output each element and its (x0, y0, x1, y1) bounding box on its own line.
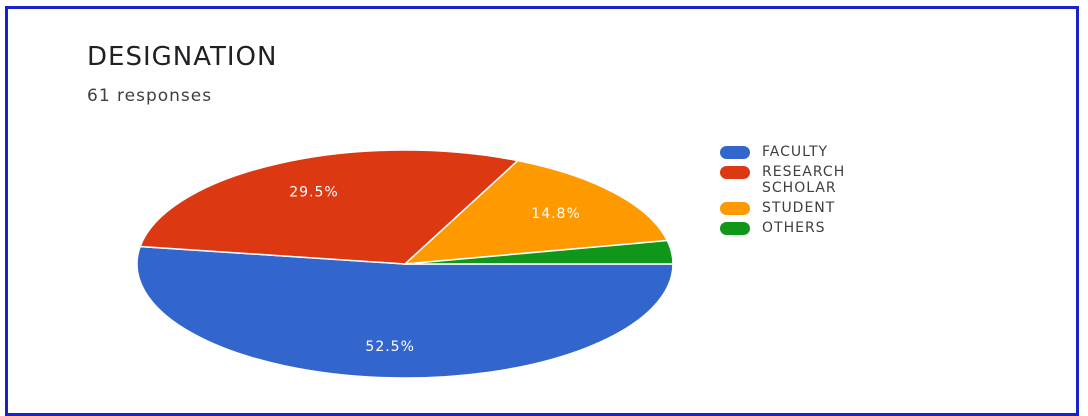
legend-item-research-scholar[interactable]: RESEARCH SCHOLAR (720, 164, 845, 196)
legend-label: STUDENT (762, 200, 836, 216)
response-count: 61 responses (87, 86, 213, 106)
pie-slice-faculty[interactable] (136, 245, 674, 379)
chart-legend: FACULTY RESEARCH SCHOLAR STUDENT OTHERS (720, 144, 845, 240)
slice-value-label: 29.5% (289, 185, 338, 201)
legend-swatch (720, 166, 750, 179)
legend-swatch (720, 146, 750, 159)
slice-value-label: 14.8% (531, 206, 580, 222)
chart-title: DESIGNATION (87, 42, 278, 72)
legend-item-student[interactable]: STUDENT (720, 200, 845, 216)
legend-item-faculty[interactable]: FACULTY (720, 144, 845, 160)
legend-label: SCHOLAR (762, 180, 837, 196)
legend-label: OTHERS (762, 220, 826, 236)
legend-label: RESEARCH (762, 164, 846, 180)
pie-chart: 52.5% 29.5% 14.8% (136, 149, 674, 379)
pie-slice-student[interactable] (402, 159, 669, 265)
legend-swatch (720, 222, 750, 235)
legend-label: FACULTY (762, 144, 829, 160)
pie-slice-research-scholar[interactable] (139, 149, 520, 265)
legend-swatch (720, 202, 750, 215)
pie-slice-others[interactable] (404, 239, 674, 265)
slice-value-label: 52.5% (365, 339, 414, 355)
legend-item-others[interactable]: OTHERS (720, 220, 845, 236)
